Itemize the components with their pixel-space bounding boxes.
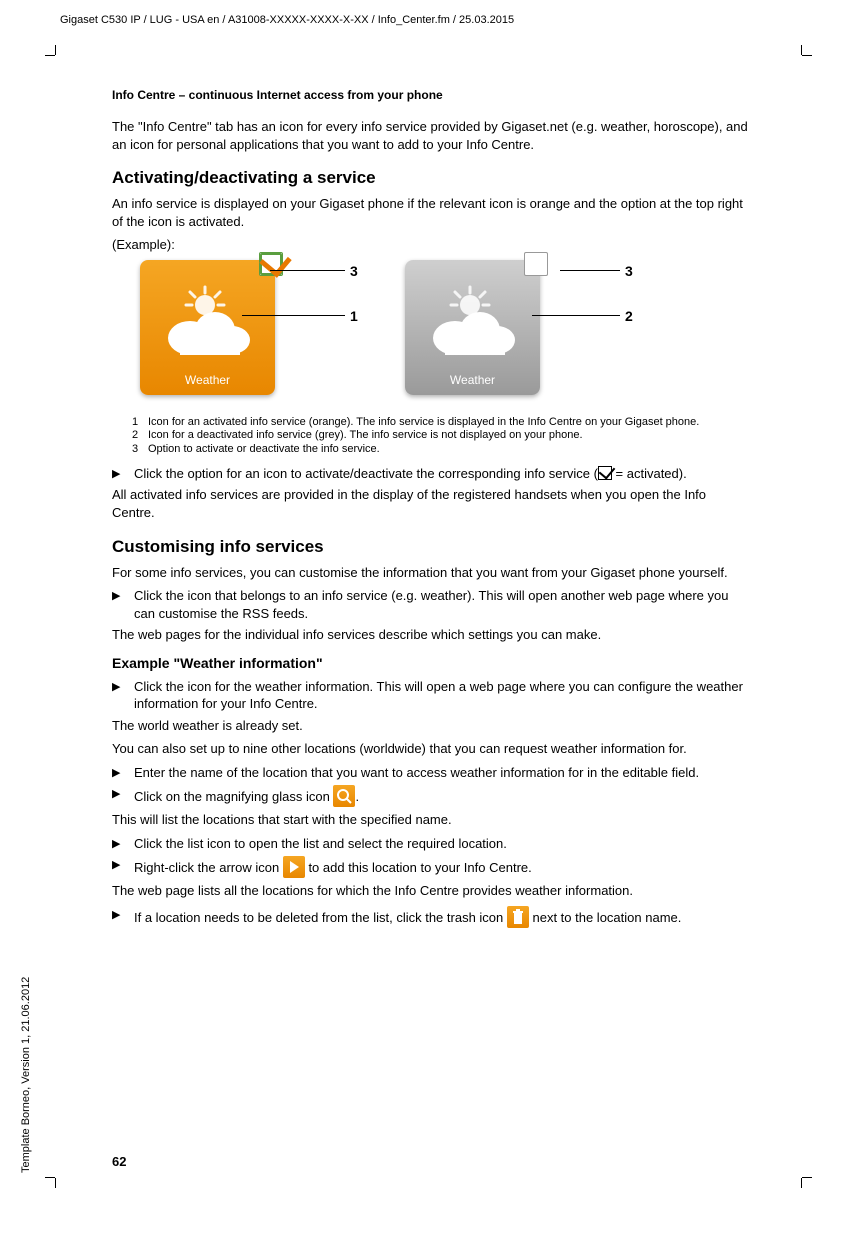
callout-number: 3: [350, 262, 358, 281]
legend-row: 2 Icon for a deactivated info service (g…: [132, 429, 752, 443]
crop-mark: [45, 1177, 55, 1178]
main-content: The "Info Centre" tab has an icon for ev…: [112, 118, 752, 932]
cloud-icon: [425, 308, 525, 358]
crop-mark: [55, 45, 56, 55]
bullet-magnify: ▶ Click on the magnifying glass icon .: [112, 785, 752, 807]
paragraph-nine-locations: You can also set up to nine other locati…: [112, 740, 752, 758]
heading-activate: Activating/deactivating a service: [112, 167, 752, 190]
crop-mark: [802, 1177, 812, 1178]
text-fragment: = activated).: [612, 466, 687, 481]
callout-line: [270, 270, 345, 271]
callout-line: [560, 270, 620, 271]
page-number: 62: [112, 1154, 126, 1169]
bullet-text: If a location needs to be deleted from t…: [134, 906, 752, 928]
bullet-text: Click the option for an icon to activate…: [134, 465, 752, 483]
checkbox-inactive-icon: [524, 252, 548, 276]
paragraph-all-activated: All activated info services are provided…: [112, 486, 752, 521]
header-path: Gigaset C530 IP / LUG - USA en / A31008-…: [60, 14, 514, 26]
callout-number: 3: [625, 262, 633, 281]
bullet-text: Click the icon that belongs to an info s…: [134, 587, 752, 622]
bullet-arrow-icon: ▶: [112, 465, 124, 483]
template-version-label: Template Borneo, Version 1, 21.06.2012: [20, 977, 32, 1173]
text-fragment: Right-click the arrow icon: [134, 860, 283, 875]
bullet-trash: ▶ If a location needs to be deleted from…: [112, 906, 752, 928]
crop-mark: [801, 1178, 802, 1188]
bullet-click-icon: ▶ Click the icon that belongs to an info…: [112, 587, 752, 622]
legend-text: Icon for a deactivated info service (gre…: [148, 429, 583, 443]
callout-line: [532, 315, 620, 316]
text-fragment: next to the location name.: [529, 910, 681, 925]
checkbox-active-icon: [259, 252, 283, 276]
bullet-arrow-icon: ▶: [112, 906, 124, 928]
tile-weather-inactive: Weather: [405, 260, 540, 395]
text-fragment: to add this location to your Info Centre…: [305, 860, 532, 875]
bullet-arrow-icon: ▶: [112, 587, 124, 622]
legend-num: 3: [132, 443, 142, 457]
magnify-icon: [333, 785, 355, 807]
running-head: Info Centre – continuous Internet access…: [112, 88, 443, 102]
example-tiles-row: Weather 3 1: [112, 260, 752, 410]
callout-number: 2: [625, 307, 633, 326]
intro-paragraph: The "Info Centre" tab has an icon for ev…: [112, 118, 752, 153]
crop-mark: [55, 1178, 56, 1188]
bullet-weather-click: ▶ Click the icon for the weather informa…: [112, 678, 752, 713]
paragraph-example-label: (Example):: [112, 236, 752, 254]
crop-mark: [802, 55, 812, 56]
bullet-text: Click the icon for the weather informati…: [134, 678, 752, 713]
bullet-arrow-icon: ▶: [112, 764, 124, 782]
bullet-arrow-icon: ▶: [112, 856, 124, 878]
legend-text: Icon for an activated info service (oran…: [148, 416, 699, 430]
text-fragment: If a location needs to be deleted from t…: [134, 910, 507, 925]
bullet-text: Click the list icon to open the list and…: [134, 835, 752, 853]
bullet-arrow-icon: ▶: [112, 678, 124, 713]
legend: 1 Icon for an activated info service (or…: [132, 416, 752, 457]
checkbox-inline-icon: [598, 466, 612, 480]
tile-weather-active: Weather: [140, 260, 275, 395]
bullet-enter-name: ▶ Enter the name of the location that yo…: [112, 764, 752, 782]
tile-label: Weather: [405, 372, 540, 388]
text-fragment: Click the option for an icon to activate…: [134, 466, 598, 481]
legend-num: 1: [132, 416, 142, 430]
text-fragment: Click on the magnifying glass icon: [134, 789, 333, 804]
text-fragment: .: [355, 789, 359, 804]
paragraph-world-weather: The world weather is already set.: [112, 717, 752, 735]
paragraph-web-all-locations: The web page lists all the locations for…: [112, 882, 752, 900]
trash-icon: [507, 906, 529, 928]
legend-row: 1 Icon for an activated info service (or…: [132, 416, 752, 430]
bullet-arrow-icon: ▶: [112, 785, 124, 807]
bullet-click-option: ▶ Click the option for an icon to activa…: [112, 465, 752, 483]
tile-label: Weather: [140, 372, 275, 388]
callout-line: [242, 315, 345, 316]
legend-num: 2: [132, 429, 142, 443]
bullet-arrow-icon-add: ▶ Right-click the arrow icon to add this…: [112, 856, 752, 878]
heading-example-weather: Example "Weather information": [112, 654, 752, 673]
legend-text: Option to activate or deactivate the inf…: [148, 443, 380, 457]
bullet-arrow-icon: ▶: [112, 835, 124, 853]
bullet-text: Enter the name of the location that you …: [134, 764, 752, 782]
paragraph-activate-desc: An info service is displayed on your Gig…: [112, 195, 752, 230]
callout-number: 1: [350, 307, 358, 326]
bullet-text: Click on the magnifying glass icon .: [134, 785, 752, 807]
paragraph-customise-intro: For some info services, you can customis…: [112, 564, 752, 582]
heading-customise: Customising info services: [112, 536, 752, 559]
arrow-right-icon: [283, 856, 305, 878]
bullet-list-icon: ▶ Click the list icon to open the list a…: [112, 835, 752, 853]
paragraph-list-locations: This will list the locations that start …: [112, 811, 752, 829]
paragraph-webpages: The web pages for the individual info se…: [112, 626, 752, 644]
crop-mark: [801, 45, 802, 55]
crop-mark: [45, 55, 55, 56]
legend-row: 3 Option to activate or deactivate the i…: [132, 443, 752, 457]
bullet-text: Right-click the arrow icon to add this l…: [134, 856, 752, 878]
